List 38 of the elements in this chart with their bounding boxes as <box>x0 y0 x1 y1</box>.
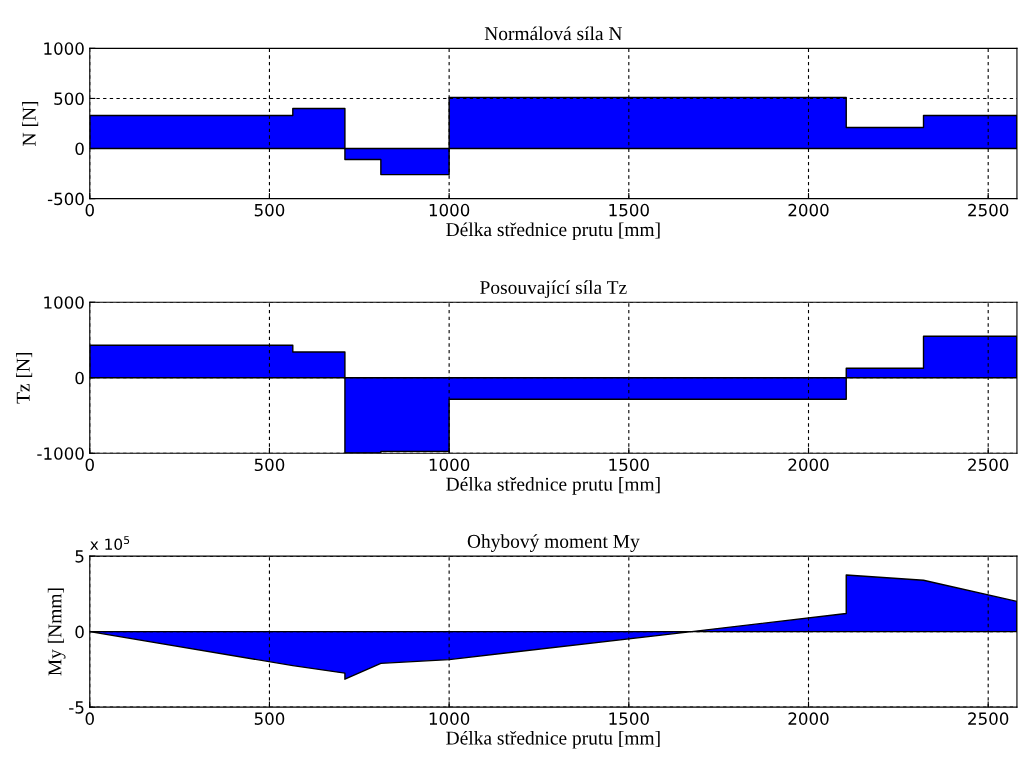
x-tick-label: 0 <box>85 203 94 217</box>
y-axis-title: Tz [N] <box>16 353 33 404</box>
y-tick-label: -500 <box>47 192 84 206</box>
chart-title: Ohybový moment My <box>467 534 640 552</box>
y-tick-label: 0 <box>75 625 84 639</box>
y-tick-label: 0 <box>75 371 84 385</box>
y-tick-label: -1000 <box>37 447 84 460</box>
x-tick-label: 500 <box>254 203 285 217</box>
y-axis-title: N [N] <box>22 101 39 146</box>
x-tick-label: 500 <box>254 458 285 472</box>
x-tick-label: 500 <box>254 712 285 725</box>
x-tick-label: 1000 <box>429 712 470 725</box>
x-tick-label: 1000 <box>429 458 470 472</box>
x-tick-label: 1000 <box>429 203 470 217</box>
x-tick-label: 2500 <box>968 203 1009 217</box>
y-tick-label: 1000 <box>44 296 84 309</box>
chart-title: Posouvající síla Tz <box>480 280 627 299</box>
x-axis-title: Délka střednice prutu [mm] <box>446 477 660 495</box>
chart-title: Normálová síla N <box>484 26 623 41</box>
x-tick-label: 1500 <box>609 712 649 725</box>
x-tick-label: 2000 <box>788 203 829 217</box>
x-tick-label: 2000 <box>788 712 829 725</box>
x-tick-label: 2000 <box>788 458 829 472</box>
x-axis-title: Délka střednice prutu [mm] <box>446 222 660 241</box>
y-tick-label: -5 <box>69 701 84 714</box>
y-axis-title: My [Nmm] <box>47 588 66 676</box>
x-tick-label: 1500 <box>609 458 649 472</box>
x-tick-label: 0 <box>85 458 94 472</box>
x-tick-label: 1500 <box>609 203 649 217</box>
text: x 10$^{5}$ <box>90 536 130 550</box>
x-tick-label: 0 <box>85 712 94 725</box>
y-tick-label: 5 <box>75 550 84 563</box>
y-tick-label: 500 <box>54 92 84 105</box>
y-tick-label: 0 <box>75 142 84 156</box>
x-tick-label: 2500 <box>968 712 1009 725</box>
x-tick-label: 2500 <box>968 458 1009 472</box>
y-tick-label: 1000 <box>44 42 84 55</box>
x-axis-title: Délka střednice prutu [mm] <box>446 730 660 749</box>
